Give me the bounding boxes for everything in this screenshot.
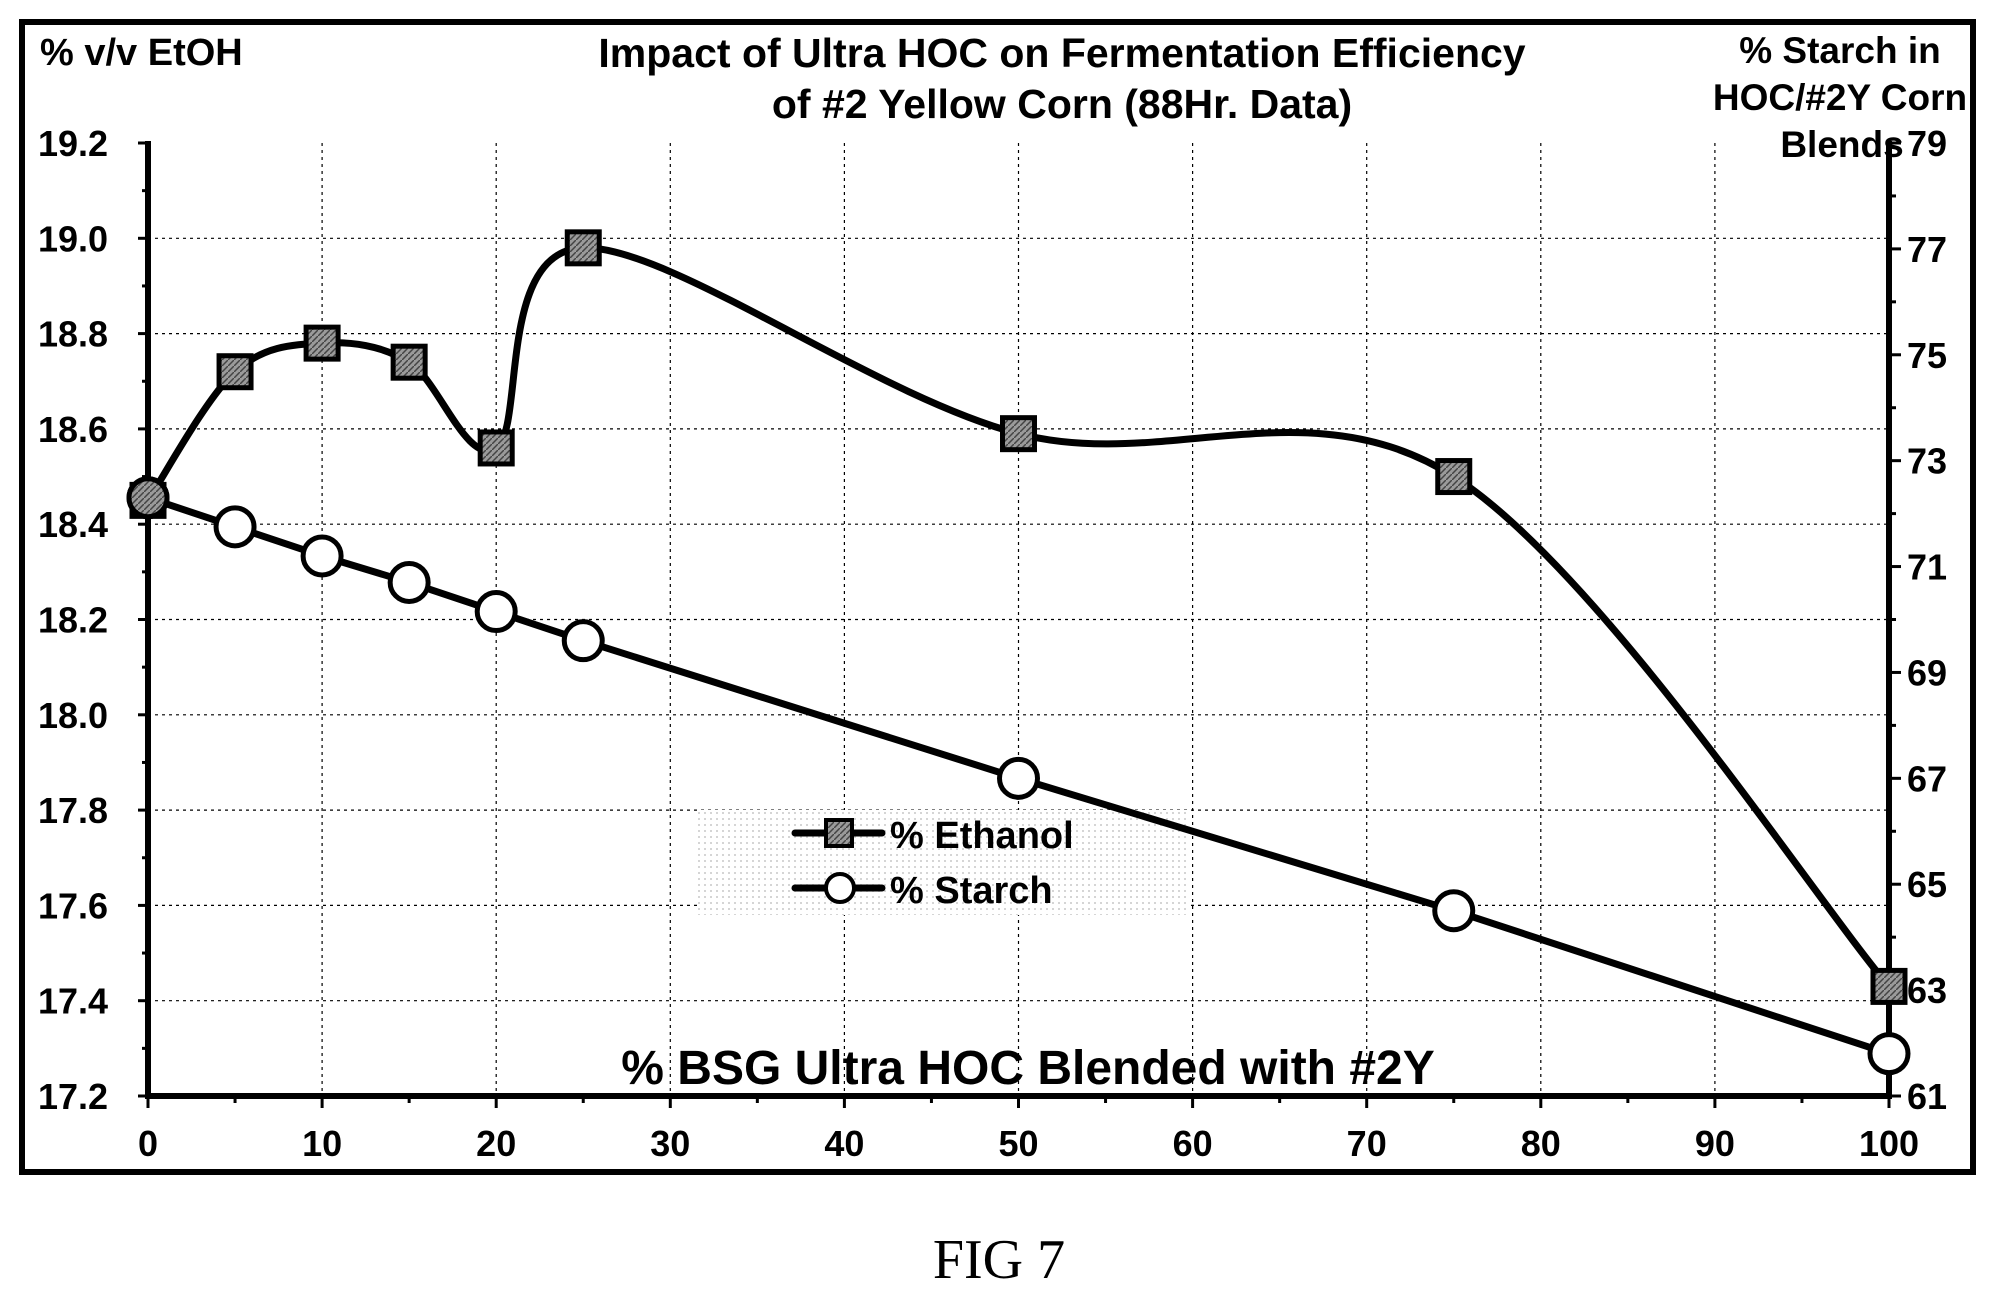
x-axis-label: % BSG Ultra HOC Blended with #2Y	[621, 1042, 1434, 1095]
x-axis-tick-label: 50	[998, 1123, 1038, 1164]
left-axis-tick-label: 17.4	[38, 981, 108, 1022]
ethanol-point	[303, 324, 341, 362]
x-axis-tick-label: 100	[1859, 1123, 1919, 1164]
left-axis-tick-label: 17.8	[38, 790, 108, 831]
axes: 0 10 20 30 40 50 60 70 80 90 100 17.2 17.4 17.6 17.8 18…	[38, 123, 1947, 1164]
right-axis-tick-label: 61	[1907, 1076, 1947, 1117]
x-axis-tick-label: 40	[824, 1123, 864, 1164]
x-axis-tick-label: 90	[1695, 1123, 1735, 1164]
x-axis-tick-label: 0	[138, 1123, 158, 1164]
left-axis-tick-label: 18.6	[38, 409, 108, 450]
chart-title-line-2: of #2 Yellow Corn (88Hr. Data)	[772, 81, 1352, 127]
right-axis-tick-label: 65	[1907, 864, 1947, 905]
x-axis-tick-label: 80	[1521, 1123, 1561, 1164]
ethanol-point	[390, 343, 428, 381]
right-axis-label-line-2: HOC/#2Y Corn	[1713, 77, 1967, 118]
chart-frame	[19, 19, 1976, 1175]
starch-point	[1867, 1032, 1911, 1076]
ethanol-point	[1000, 415, 1037, 453]
right-axis-tick-label: 63	[1907, 970, 1947, 1011]
legend-background	[698, 810, 1188, 915]
legend-ethanol-marker	[824, 818, 854, 848]
starch-point	[561, 619, 605, 663]
x-axis-tick-label: 20	[476, 1123, 516, 1164]
figure-caption: FIG 7	[933, 1229, 1065, 1291]
left-axis-tick-label: 19.2	[38, 123, 108, 164]
x-axis-tick-label: 70	[1347, 1123, 1387, 1164]
right-axis-tick-label: 71	[1907, 547, 1947, 588]
right-axis-tick-label: 73	[1907, 441, 1947, 482]
starch-point	[1432, 889, 1476, 933]
starch-point	[387, 560, 431, 604]
left-axis-tick-label: 18.0	[38, 695, 108, 736]
starch-point	[213, 505, 257, 549]
left-axis-tick-label: 19.0	[38, 218, 108, 259]
ethanol-point	[564, 229, 602, 267]
left-axis-tick-label: 18.4	[38, 504, 108, 545]
legend-starch-marker	[824, 872, 856, 904]
right-axis-label-line-1: % Starch in	[1739, 30, 1941, 71]
right-axis-label-line-3: Blends	[1780, 124, 1903, 165]
right-axis-tick-label: 75	[1907, 335, 1947, 376]
left-axis-tick-label: 18.8	[38, 314, 108, 355]
starch-point	[474, 590, 518, 634]
left-axis-tick-label: 18.2	[38, 600, 108, 641]
right-axis-tick-label: 77	[1907, 229, 1947, 270]
starch-point-overlap	[126, 476, 170, 520]
x-axis-tick-label: 30	[650, 1123, 690, 1164]
chart-title-line-1: Impact of Ultra HOC on Fermentation Effi…	[598, 30, 1525, 76]
legend: % Ethanol % Starch	[698, 810, 1188, 915]
x-axis-tick-label: 60	[1173, 1123, 1213, 1164]
x-axis-tick-label: 10	[302, 1123, 342, 1164]
right-axis-tick-label: 67	[1907, 758, 1947, 799]
ethanol-point	[1870, 967, 1908, 1005]
ethanol-point	[216, 353, 254, 391]
right-axis-tick-label: 69	[1907, 652, 1947, 693]
ethanol-point	[1435, 458, 1473, 496]
ethanol-point	[477, 429, 515, 467]
starch-point	[997, 756, 1040, 800]
legend-ethanol-label: % Ethanol	[890, 815, 1074, 857]
left-axis-label: % v/v EtOH	[40, 32, 243, 74]
right-axis-tick-label: 79	[1907, 123, 1947, 164]
starch-point	[300, 534, 344, 578]
left-axis-tick-label: 17.2	[38, 1076, 108, 1117]
left-axis-tick-label: 17.6	[38, 885, 108, 926]
legend-starch-label: % Starch	[890, 870, 1053, 912]
series-layer	[126, 229, 1911, 1076]
